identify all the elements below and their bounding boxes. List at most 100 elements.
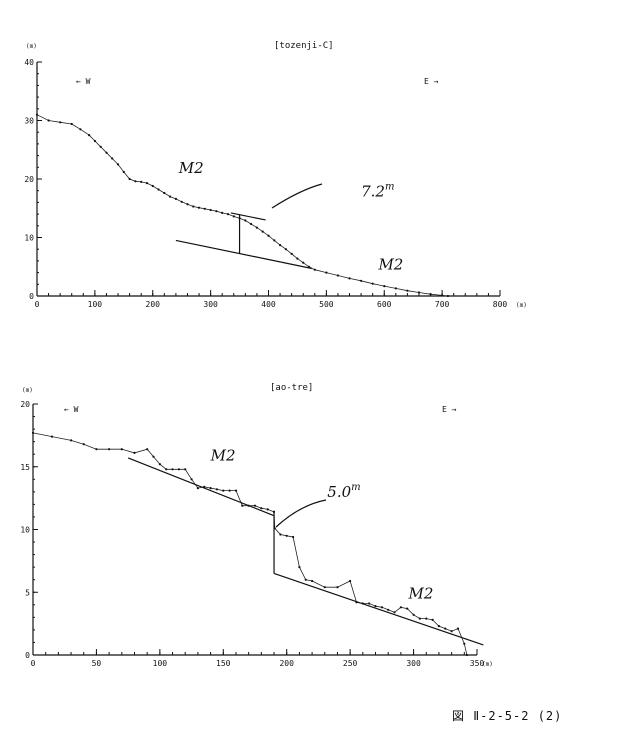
profile-point bbox=[171, 468, 174, 471]
offset-value-label: 7.2m bbox=[361, 182, 394, 201]
profile-point bbox=[116, 163, 120, 166]
profile-point bbox=[255, 226, 258, 229]
annotation-leader-line bbox=[275, 499, 327, 528]
profile-point bbox=[226, 213, 230, 216]
offset-unit-label: m bbox=[351, 482, 360, 493]
fit-line bbox=[273, 572, 484, 646]
annotations: M2 M2 5.0m bbox=[210, 446, 434, 602]
x-tick-label: 700 bbox=[435, 300, 450, 309]
profile-point bbox=[105, 151, 108, 154]
profile-point bbox=[146, 448, 149, 451]
x-tick-label: 400 bbox=[261, 300, 276, 309]
profile-point bbox=[209, 487, 212, 490]
profile-point bbox=[444, 627, 447, 630]
profile-point bbox=[186, 203, 189, 206]
x-tick-label: 300 bbox=[406, 659, 421, 668]
profile-point bbox=[279, 244, 282, 247]
profile-point bbox=[412, 613, 415, 616]
profile-point bbox=[313, 268, 316, 271]
profile-point bbox=[82, 443, 85, 446]
x-tick-label: 100 bbox=[88, 300, 103, 309]
profile-point bbox=[241, 504, 244, 507]
annotation-leader-line bbox=[271, 183, 323, 209]
profile-point bbox=[157, 188, 160, 191]
profile-point bbox=[425, 617, 428, 620]
profile-point bbox=[349, 579, 352, 583]
profile-point bbox=[134, 180, 137, 183]
profile-point bbox=[456, 627, 460, 630]
x-tick-label: 0 bbox=[35, 300, 40, 309]
profile-point bbox=[260, 507, 263, 510]
y-unit-label: (m) bbox=[22, 387, 33, 394]
profile-point bbox=[79, 128, 82, 131]
profile-point bbox=[284, 248, 287, 251]
y-tick-label: 40 bbox=[24, 58, 34, 67]
profile-point bbox=[250, 222, 253, 226]
profile-point bbox=[197, 206, 201, 209]
profile-point bbox=[399, 606, 402, 609]
profile-point bbox=[122, 170, 125, 174]
y-tick-label: 30 bbox=[24, 117, 34, 126]
fit-lines bbox=[127, 457, 484, 646]
profile-point bbox=[418, 617, 421, 620]
profile-point bbox=[70, 439, 73, 442]
fit-line bbox=[175, 239, 313, 270]
annotations: M2 M2 7.2m bbox=[178, 159, 404, 274]
profile-point bbox=[152, 455, 155, 458]
west-direction-label: ← W bbox=[76, 77, 91, 86]
profile-point bbox=[108, 448, 111, 451]
profile-point bbox=[203, 207, 206, 210]
profile-point bbox=[446, 294, 449, 298]
figure-caption: 図 Ⅱ-2-5-2 (2) bbox=[452, 709, 563, 723]
profile-point bbox=[145, 182, 149, 185]
profile-point bbox=[296, 257, 299, 260]
offset-value-label: 5.0m bbox=[327, 482, 360, 501]
profile-point bbox=[336, 274, 339, 277]
profile-point bbox=[302, 261, 305, 264]
east-direction-label: E → bbox=[442, 405, 457, 414]
profile-point bbox=[429, 293, 432, 296]
profile-point bbox=[35, 113, 39, 116]
profile-point bbox=[244, 219, 247, 222]
profile-point bbox=[368, 602, 371, 605]
profile-series bbox=[35, 113, 449, 298]
x-tick-label: 350 bbox=[470, 659, 485, 668]
profile-point bbox=[267, 234, 270, 237]
profile-point bbox=[88, 134, 91, 137]
x-ticks: 0 50 100 150 200 250 300 350 bbox=[31, 649, 485, 668]
x-tick-label: 800 bbox=[493, 300, 508, 309]
east-direction-label: E → bbox=[424, 77, 439, 86]
y-tick-label: 10 bbox=[24, 234, 34, 243]
profile-point bbox=[465, 653, 468, 657]
profile-point bbox=[196, 487, 199, 490]
profile-point bbox=[323, 586, 326, 589]
chart-ao-tre: [ao-tre] (m) (m) ← W E → 0 50 100 150 200 250… bbox=[20, 383, 492, 668]
profile-point bbox=[163, 191, 166, 195]
profile-point bbox=[279, 533, 282, 536]
profile-point bbox=[253, 504, 257, 507]
profile-point bbox=[285, 534, 288, 537]
chart-tozenji-c: [tozenji-C] (m) (m) ← W E → 0 100 200 300 40… bbox=[24, 41, 526, 309]
profile-point bbox=[450, 630, 453, 633]
profile-point bbox=[325, 271, 328, 274]
x-ticks: 0 100 200 300 400 500 600 700 800 bbox=[35, 290, 508, 309]
profile-point bbox=[383, 285, 386, 288]
y-tick-label: 10 bbox=[20, 526, 30, 535]
profile-point bbox=[180, 200, 183, 203]
fit-line bbox=[127, 457, 275, 517]
profile-point bbox=[133, 451, 136, 454]
x-tick-label: 250 bbox=[343, 659, 358, 668]
profile-point bbox=[406, 289, 409, 292]
profile-point bbox=[234, 489, 238, 492]
profile-point bbox=[174, 197, 177, 200]
fit-lines bbox=[175, 212, 313, 270]
profile-point bbox=[221, 211, 224, 214]
y-ticks: 0 10 20 30 40 bbox=[24, 58, 42, 301]
profile-point bbox=[298, 566, 301, 569]
profile-point bbox=[70, 122, 73, 126]
profile-point bbox=[441, 294, 444, 297]
terrace-label: M2 bbox=[178, 159, 204, 177]
y-tick-label: 15 bbox=[20, 463, 30, 472]
profile-point bbox=[31, 431, 35, 434]
